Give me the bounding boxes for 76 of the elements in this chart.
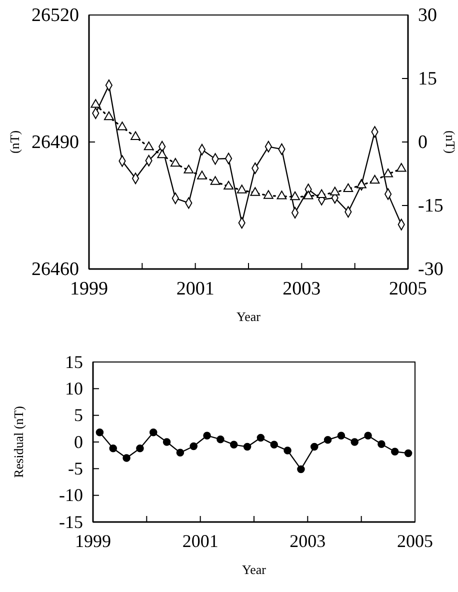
x-tick-label: 2001	[176, 278, 214, 300]
point	[122, 454, 130, 462]
point	[197, 170, 207, 180]
point	[276, 190, 287, 200]
y-tick-label: 26490	[32, 132, 79, 154]
x-tick-label: 2001	[182, 530, 218, 551]
point	[109, 444, 118, 452]
point	[170, 158, 180, 167]
point	[356, 180, 366, 188]
y-axis-title: Residual (nT)	[11, 406, 26, 478]
y2-tick-label: -15	[418, 196, 444, 217]
point	[378, 440, 386, 448]
point	[383, 168, 393, 178]
point	[243, 442, 252, 451]
y-tick-label: 26460	[32, 259, 79, 280]
point	[203, 432, 211, 440]
y-tick-label: -15	[59, 512, 83, 532]
y-tick-label: 26520	[32, 5, 79, 26]
point	[390, 448, 399, 456]
point	[303, 190, 314, 200]
y-tick-label: -5	[68, 458, 83, 478]
point	[256, 434, 265, 442]
point	[176, 448, 184, 457]
x-axis-title: Year	[236, 309, 262, 324]
y-tick-label: 10	[65, 378, 83, 398]
x-tick-label: 2003	[282, 278, 321, 300]
point	[297, 465, 305, 474]
point	[224, 180, 234, 190]
point	[210, 176, 220, 185]
point	[330, 186, 340, 196]
point	[236, 184, 247, 194]
y2-axis-title: (nT)	[443, 130, 458, 154]
y-tick-label: -10	[59, 485, 83, 506]
point	[310, 442, 318, 451]
point	[370, 174, 380, 184]
point	[396, 163, 406, 172]
x-tick-label: 1999	[70, 278, 108, 300]
y2-tick-label: -30	[418, 259, 444, 280]
point	[324, 436, 332, 444]
point	[216, 435, 224, 444]
point	[96, 428, 104, 436]
x-tick-label: 2003	[290, 530, 326, 551]
y-tick-label: 5	[74, 405, 83, 426]
x-tick-label: 2005	[389, 278, 427, 300]
point	[130, 131, 140, 140]
point	[90, 99, 101, 108]
point	[264, 190, 274, 199]
point	[270, 440, 278, 449]
point	[184, 164, 194, 174]
x-tick-label: 1999	[75, 530, 111, 551]
point	[343, 183, 354, 192]
point	[316, 189, 327, 198]
y-tick-label: 0	[74, 432, 83, 452]
point	[284, 446, 292, 454]
point	[144, 141, 154, 150]
point	[290, 191, 300, 200]
y-axis-title: (nT)	[7, 130, 22, 154]
x-tick-label: 2005	[397, 530, 433, 551]
point	[117, 122, 128, 130]
point	[136, 444, 144, 452]
point	[149, 428, 158, 436]
point	[230, 440, 238, 449]
y2-tick-label: 30	[418, 5, 437, 26]
point	[162, 438, 171, 446]
y2-tick-label: 0	[418, 132, 428, 154]
y2-tick-label: 15	[418, 68, 437, 90]
point	[157, 150, 168, 158]
point	[337, 432, 346, 440]
point	[350, 438, 359, 446]
point	[104, 111, 114, 120]
y-tick-label: 15	[65, 352, 83, 372]
point	[190, 442, 198, 450]
point	[250, 187, 260, 196]
point	[404, 449, 412, 458]
point	[364, 432, 372, 440]
x-axis-title: Year	[242, 562, 267, 577]
